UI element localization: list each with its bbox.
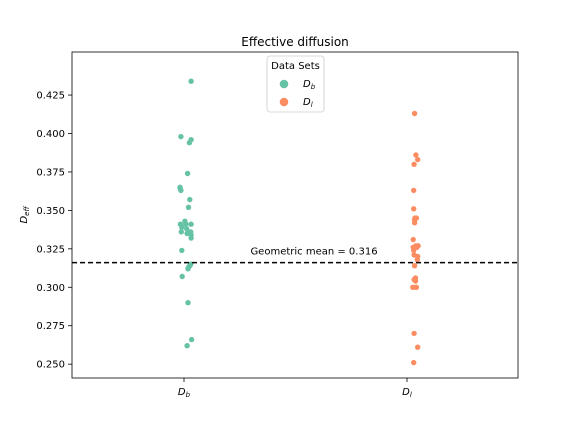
legend: Data Sets Db Dl: [266, 55, 325, 113]
data-point: [185, 204, 192, 210]
y-tick-label: 0.325: [36, 244, 65, 255]
data-point: [412, 278, 419, 284]
geometric-mean-label: Geometric mean = 0.316: [250, 247, 377, 258]
data-point: [179, 247, 185, 254]
data-point: [178, 229, 184, 235]
y-tick-label: 0.250: [36, 360, 65, 371]
data-point: [411, 220, 418, 226]
data-point: [411, 161, 417, 167]
data-point: [413, 152, 419, 158]
data-point: [188, 235, 194, 241]
data-point: [184, 226, 190, 232]
data-point: [186, 140, 193, 146]
data-point: [411, 263, 418, 269]
legend-entry-label: Db: [303, 79, 316, 91]
data-point: [411, 359, 417, 366]
y-axis-label: Deff: [19, 206, 31, 224]
data-point: [415, 156, 421, 163]
data-point: [184, 343, 190, 349]
data-point: [188, 78, 194, 84]
y-tick-label: 0.400: [36, 129, 65, 140]
axes-frame: [71, 51, 519, 379]
data-point: [185, 266, 191, 272]
data-point: [184, 170, 191, 177]
data-point: [414, 256, 420, 263]
data-point: [415, 344, 421, 350]
data-point: [413, 284, 420, 290]
legend-marker: [279, 97, 289, 107]
data-point: [179, 224, 185, 230]
data-point: [411, 330, 417, 337]
data-point: [188, 221, 194, 227]
y-tick-label: 0.350: [36, 206, 65, 217]
data-point: [188, 336, 195, 343]
data-point: [178, 187, 184, 194]
data-point: [411, 110, 418, 117]
data-point: [185, 300, 191, 306]
legend-box: [266, 55, 325, 113]
y-tick-label: 0.375: [36, 167, 65, 178]
legend-title: Data Sets: [271, 61, 320, 72]
plot-area: 0.250 0.275 0.300 0.325 0.350 0.375 0.400 0.425…: [19, 51, 519, 399]
x-tick-label: Dl: [402, 387, 412, 399]
legend-marker: [279, 79, 289, 89]
y-tick-label: 0.300: [36, 283, 65, 294]
data-point: [178, 133, 184, 140]
y-tick-label: 0.275: [36, 321, 65, 332]
data-point: [411, 206, 417, 212]
x-tick-label: Db: [178, 387, 191, 399]
data-point: [410, 236, 416, 243]
data-point: [179, 273, 185, 280]
data-point: [411, 187, 417, 194]
legend-entry-label: Dl: [303, 97, 313, 109]
data-point: [187, 196, 193, 203]
chart-title: Effective diffusion: [241, 35, 349, 49]
data-point: [411, 247, 417, 254]
y-tick-label: 0.425: [36, 91, 65, 102]
data-point: [183, 221, 189, 227]
